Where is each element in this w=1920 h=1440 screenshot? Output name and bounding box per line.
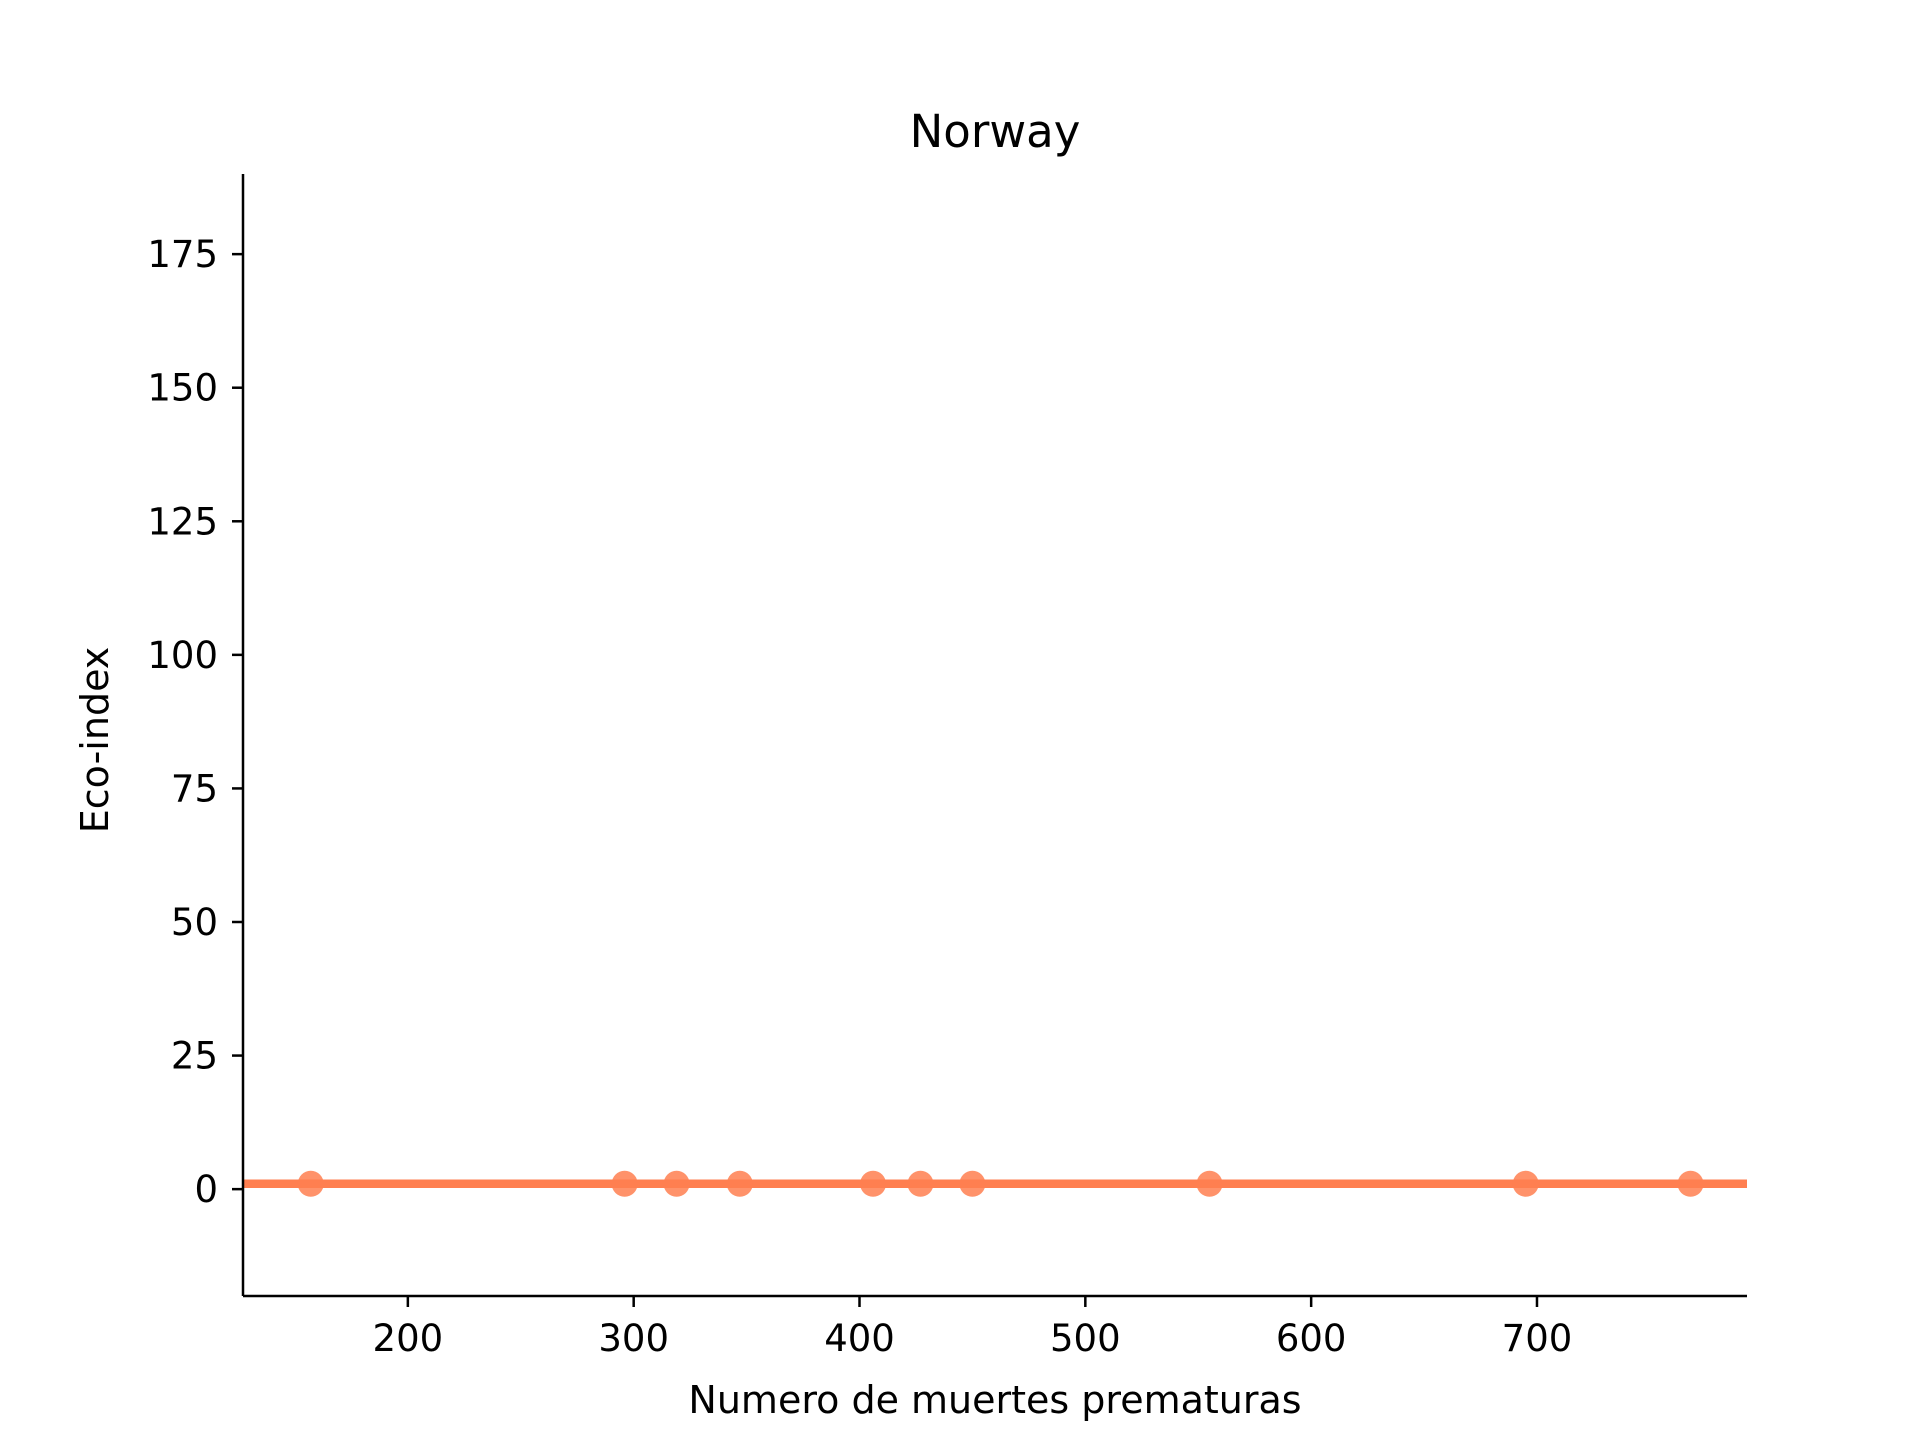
y-tick-label: 75 xyxy=(171,767,218,810)
y-tick-label: 125 xyxy=(147,500,218,543)
y-tick-label: 25 xyxy=(171,1035,218,1078)
data-point xyxy=(297,1170,324,1197)
y-axis-title: Eco-index xyxy=(73,647,117,834)
y-tick-label: 0 xyxy=(194,1168,218,1211)
x-tick-label: 400 xyxy=(824,1317,895,1360)
data-point xyxy=(860,1170,887,1197)
x-tick-label: 300 xyxy=(598,1317,669,1360)
chart-title: Norway xyxy=(910,105,1081,158)
data-point xyxy=(1677,1170,1704,1197)
data-point xyxy=(1512,1170,1539,1197)
data-point xyxy=(1196,1170,1223,1197)
data-point xyxy=(959,1170,986,1197)
data-point xyxy=(611,1170,638,1197)
y-tick-label: 175 xyxy=(147,233,218,276)
x-tick-label: 700 xyxy=(1502,1317,1573,1360)
x-tick-label: 200 xyxy=(373,1317,444,1360)
data-point xyxy=(726,1170,753,1197)
axes: 200 300 400 500 600 700 0 25 50 75 100 125 150 175 xyxy=(147,174,1747,1360)
plot-area xyxy=(243,1170,1747,1197)
y-tick-label: 100 xyxy=(147,634,218,677)
y-tick-label: 150 xyxy=(147,367,218,410)
x-tick-label: 500 xyxy=(1050,1317,1121,1360)
data-point xyxy=(907,1170,934,1197)
x-axis-title: Numero de muertes prematuras xyxy=(688,1378,1301,1422)
y-tick-label: 50 xyxy=(171,901,218,944)
x-tick-label: 600 xyxy=(1276,1317,1347,1360)
data-point xyxy=(663,1170,690,1197)
